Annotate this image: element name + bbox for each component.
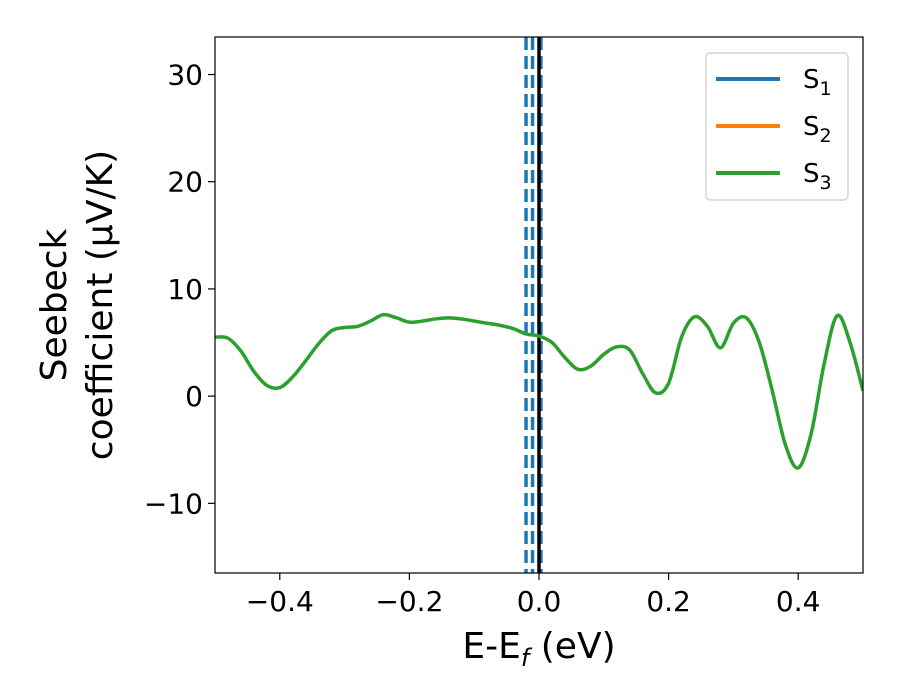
legend-label-3: S3: [803, 159, 832, 194]
y-tick-label: 30: [167, 59, 203, 92]
x-axis-label: E-Ef (eV): [462, 626, 615, 672]
x-tick-label: 0.2: [646, 585, 691, 618]
y-axis-label-line1: Seebeck: [34, 228, 75, 381]
legend-label-2: S2: [803, 112, 832, 147]
legend-label-1: S1: [803, 65, 832, 100]
x-tick-label: −0.4: [246, 585, 314, 618]
y-tick-label: 20: [167, 166, 203, 199]
y-tick-label: 10: [167, 273, 203, 306]
series-line-s3: [215, 312, 863, 470]
x-tick-label: 0.4: [776, 585, 821, 618]
x-tick-label: 0.0: [517, 585, 562, 618]
y-axis-label-line2: coefficient (μV/K): [80, 150, 121, 460]
y-tick-label: −10: [144, 487, 203, 520]
y-tick-label: 0: [185, 380, 203, 413]
x-tick-label: −0.2: [375, 585, 443, 618]
